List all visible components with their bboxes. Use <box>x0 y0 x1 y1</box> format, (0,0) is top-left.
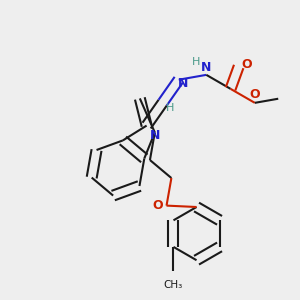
Text: O: O <box>250 88 260 101</box>
Text: N: N <box>201 61 211 74</box>
Text: H: H <box>192 57 200 67</box>
Text: O: O <box>152 199 163 212</box>
Text: N: N <box>178 77 188 90</box>
Text: H: H <box>166 103 174 113</box>
Text: N: N <box>150 129 160 142</box>
Text: CH₃: CH₃ <box>164 280 183 290</box>
Text: O: O <box>242 58 252 71</box>
